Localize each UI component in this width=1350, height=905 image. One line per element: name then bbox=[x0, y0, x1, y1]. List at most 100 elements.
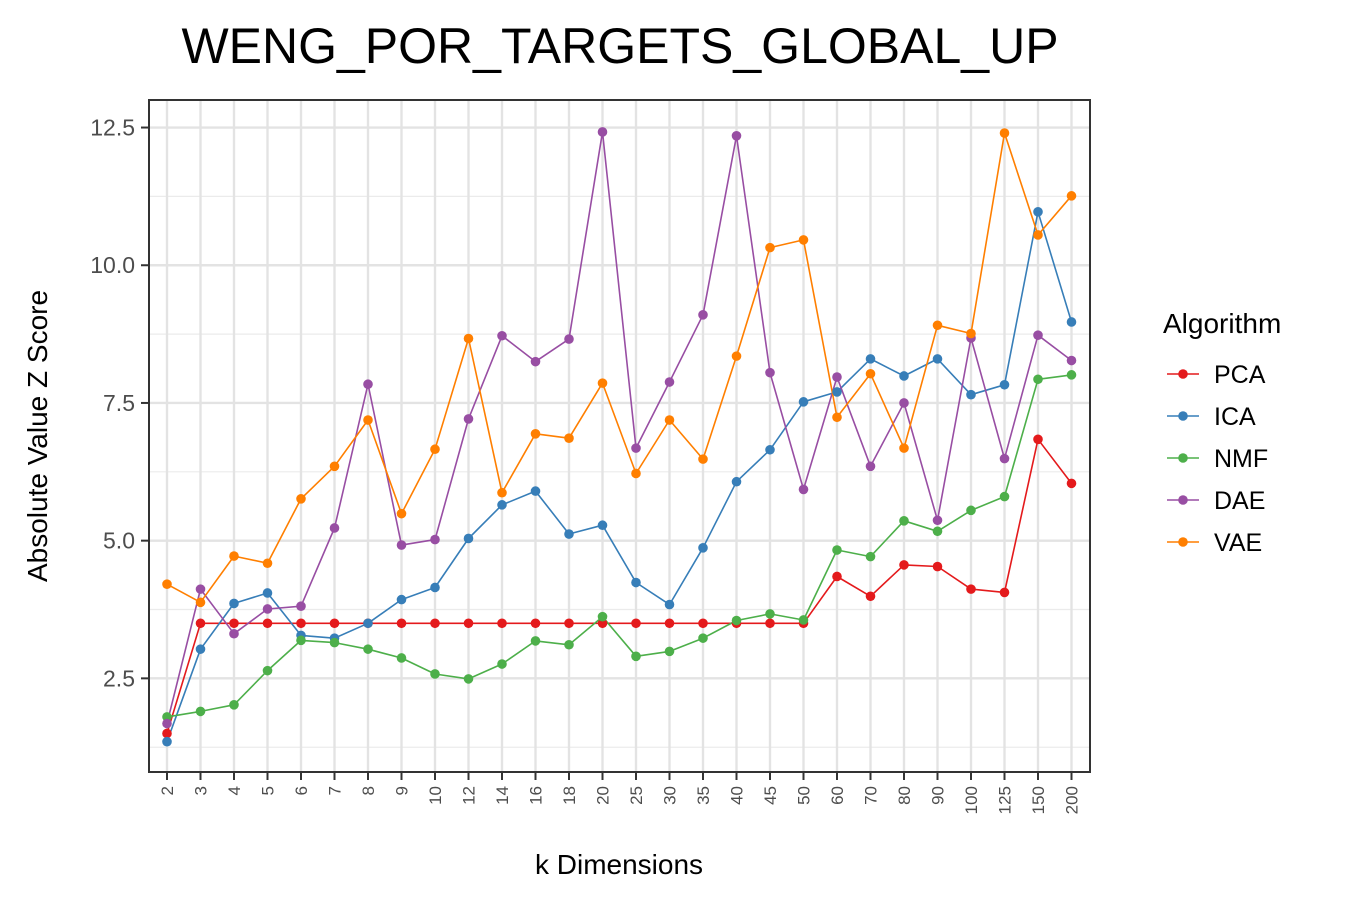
data-point-dae bbox=[162, 718, 172, 729]
data-point-ica bbox=[162, 736, 172, 747]
legend-item-dae: DAE bbox=[1167, 487, 1265, 515]
series-line-vae bbox=[166, 132, 1073, 604]
data-point-vae bbox=[497, 487, 507, 498]
legend-item-vae: VAE bbox=[1167, 529, 1262, 557]
data-point-vae bbox=[999, 128, 1010, 138]
data-point-dae bbox=[564, 334, 574, 344]
data-point-ica bbox=[631, 577, 641, 588]
data-point-pca bbox=[262, 618, 273, 629]
data-point-nmf bbox=[296, 635, 306, 646]
data-point-vae bbox=[430, 444, 440, 455]
data-point-nmf bbox=[530, 636, 541, 646]
series-line-nmf bbox=[166, 374, 1072, 718]
legend-title: Algorithm bbox=[1163, 308, 1281, 339]
data-point-pca bbox=[463, 618, 474, 629]
data-point-dae bbox=[1066, 355, 1077, 366]
data-point-dae bbox=[229, 628, 239, 639]
x-tick-label: 14 bbox=[493, 786, 512, 805]
data-point-ica bbox=[966, 389, 976, 400]
legend-label: ICA bbox=[1214, 403, 1256, 431]
data-point-vae bbox=[865, 368, 876, 379]
data-point-vae bbox=[229, 551, 239, 561]
x-axis: 2 3 4 5 6 7 8 9 10 12 14 16 18 20 25 30 35 40 45 50 60 70 80 90… bbox=[158, 772, 1082, 814]
data-point-pca bbox=[999, 587, 1010, 598]
y-tick-label: 10.0 bbox=[90, 252, 135, 278]
data-point-nmf bbox=[731, 615, 742, 626]
data-point-nmf bbox=[396, 653, 407, 663]
data-point-nmf bbox=[564, 639, 574, 650]
data-point-pca bbox=[497, 618, 507, 629]
legend-label: PCA bbox=[1214, 361, 1266, 389]
data-point-dae bbox=[1033, 330, 1043, 341]
data-point-ica bbox=[1033, 207, 1043, 217]
data-point-dae bbox=[329, 523, 340, 533]
data-point-vae bbox=[530, 428, 541, 439]
legend-key-point bbox=[1178, 495, 1188, 505]
data-point-nmf bbox=[463, 674, 474, 684]
data-point-vae bbox=[765, 242, 775, 253]
data-point-nmf bbox=[899, 516, 909, 526]
plot-panel-background bbox=[149, 100, 1090, 772]
data-point-ica bbox=[229, 598, 239, 609]
x-axis-label: k Dimensions bbox=[535, 849, 703, 880]
data-point-ica bbox=[530, 486, 541, 496]
data-point-vae bbox=[195, 597, 206, 608]
data-point-pca bbox=[1033, 434, 1043, 445]
x-tick-label: 100 bbox=[962, 786, 981, 814]
x-tick-label: 12 bbox=[460, 786, 479, 805]
legend: Algorithm PCA ICA NMF DAE VAE bbox=[1163, 308, 1281, 557]
data-point-ica bbox=[463, 533, 474, 544]
data-point-dae bbox=[664, 377, 675, 387]
data-point-dae bbox=[195, 584, 206, 594]
data-point-nmf bbox=[832, 545, 842, 555]
data-point-dae bbox=[731, 131, 742, 141]
data-point-nmf bbox=[698, 633, 708, 643]
data-point-dae bbox=[899, 398, 909, 408]
x-tick-label: 8 bbox=[359, 786, 378, 795]
data-point-ica bbox=[1066, 317, 1077, 327]
series-points bbox=[162, 127, 1077, 747]
series-line-pca bbox=[166, 438, 1073, 734]
x-tick-label: 80 bbox=[895, 786, 914, 805]
data-point-vae bbox=[597, 378, 608, 388]
x-tick-label: 60 bbox=[828, 786, 847, 805]
x-tick-label: 35 bbox=[694, 786, 713, 805]
data-point-nmf bbox=[597, 611, 608, 622]
data-point-ica bbox=[698, 543, 708, 553]
x-tick-label: 10 bbox=[426, 786, 445, 805]
data-point-nmf bbox=[262, 665, 273, 676]
data-point-vae bbox=[664, 415, 675, 425]
legend-key-point bbox=[1178, 411, 1188, 421]
data-point-pca bbox=[765, 618, 775, 629]
data-point-nmf bbox=[865, 551, 876, 562]
data-point-pca bbox=[631, 618, 641, 629]
y-tick-label: 2.5 bbox=[103, 665, 135, 691]
data-point-pca bbox=[229, 618, 239, 629]
data-point-ica bbox=[564, 529, 574, 539]
legend-label: NMF bbox=[1214, 445, 1268, 473]
data-point-vae bbox=[262, 558, 273, 569]
legend-label: VAE bbox=[1214, 529, 1262, 557]
data-point-ica bbox=[262, 588, 273, 598]
data-point-pca bbox=[865, 591, 876, 602]
x-tick-label: 50 bbox=[795, 786, 814, 805]
data-point-ica bbox=[664, 599, 675, 610]
data-point-nmf bbox=[999, 491, 1010, 502]
x-tick-label: 70 bbox=[862, 786, 881, 805]
data-point-vae bbox=[731, 351, 742, 361]
data-point-dae bbox=[832, 372, 842, 382]
x-tick-label: 3 bbox=[192, 786, 211, 795]
data-point-ica bbox=[765, 444, 775, 455]
data-point-vae bbox=[631, 468, 641, 479]
data-point-vae bbox=[162, 579, 172, 589]
y-tick-label: 5.0 bbox=[103, 528, 135, 554]
data-point-nmf bbox=[932, 526, 943, 537]
data-point-dae bbox=[999, 453, 1010, 464]
data-point-vae bbox=[899, 443, 909, 453]
x-tick-label: 16 bbox=[527, 786, 546, 805]
data-point-nmf bbox=[765, 609, 775, 619]
x-tick-label: 20 bbox=[594, 786, 613, 805]
series-line-ica bbox=[166, 211, 1073, 742]
